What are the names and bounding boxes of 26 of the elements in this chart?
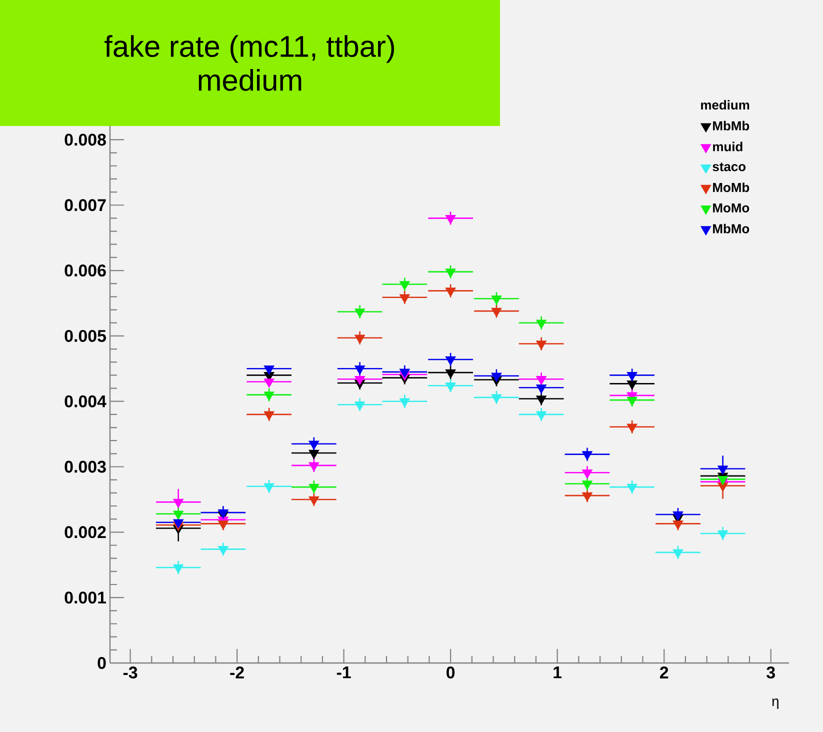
y-tick-label: 0 [98, 657, 106, 669]
y-tick-label: 0.003 [64, 460, 106, 473]
y-tick-label: 0.007 [64, 199, 106, 212]
y-tick-label: 0.005 [64, 330, 106, 342]
y-tick-label: 0.002 [64, 526, 106, 538]
legend-label: staco [712, 162, 746, 172]
chart-title: fake rate (mc11, ttbar) [104, 35, 394, 63]
legend-title: medium [701, 100, 750, 110]
x-tick-label: 1 [554, 666, 562, 678]
legend-label: MoMb [713, 182, 750, 192]
x-axis-title: η [772, 698, 778, 709]
legend-label: MoMo [713, 203, 750, 212]
legend-label: muid [713, 142, 742, 152]
x-tick-label: 2 [660, 666, 668, 678]
y-tick-label: 0.008 [64, 134, 106, 146]
x-tick-label: -2 [230, 666, 244, 678]
y-tick-label: 0.001 [64, 592, 106, 604]
y-tick-label: 0.004 [64, 395, 106, 408]
x-tick-label: 0 [446, 666, 455, 679]
x-tick-label: -3 [123, 666, 138, 679]
chart-subtitle: medium [198, 68, 302, 91]
legend-label: MbMo [713, 224, 750, 234]
x-tick-label: -1 [336, 666, 351, 678]
x-tick-label: 3 [766, 666, 775, 679]
legend-label: MbMb [713, 120, 750, 130]
y-tick-label: 0.006 [64, 264, 106, 277]
